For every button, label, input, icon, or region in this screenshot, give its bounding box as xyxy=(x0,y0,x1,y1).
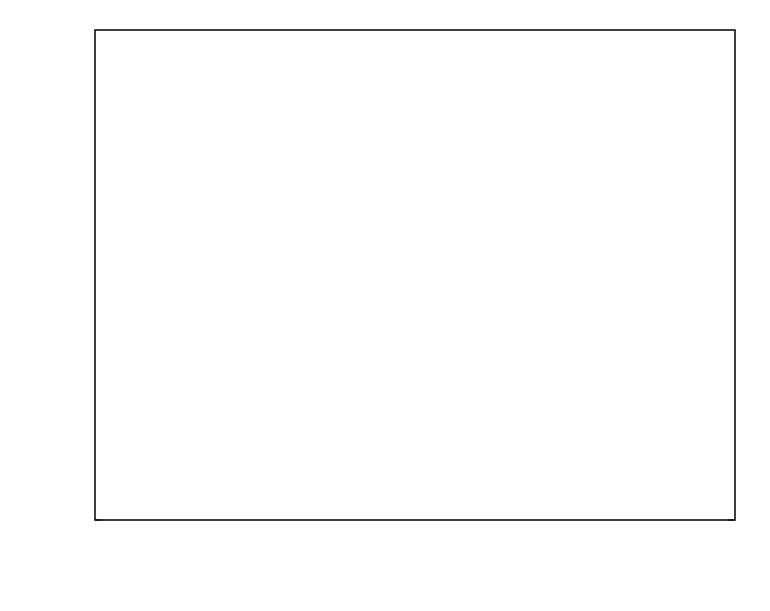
bar-chart xyxy=(0,0,770,611)
